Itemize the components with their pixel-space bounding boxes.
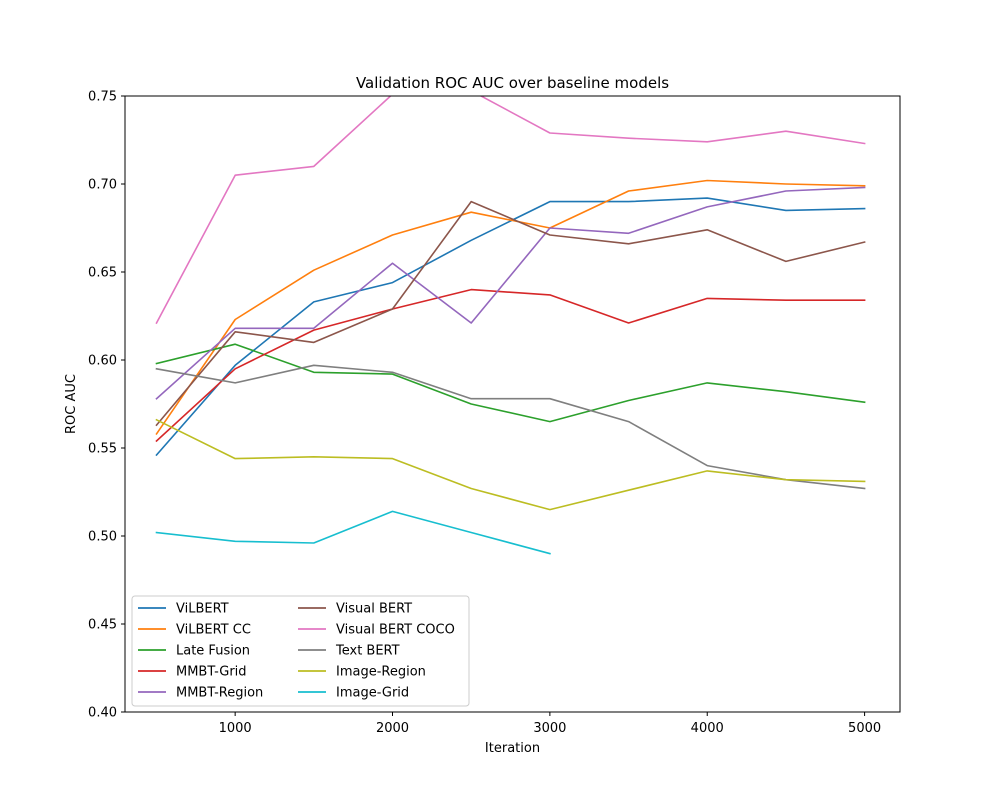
y-tick-label: 0.40 (88, 706, 117, 721)
legend-box (131, 595, 470, 707)
x-tick-label: 3000 (533, 721, 566, 736)
y-tick-label: 0.50 (88, 530, 117, 545)
legend-label: ViLBERT (176, 602, 229, 617)
series-line-image-region (155, 418, 866, 511)
series-line-mmbt-grid (155, 288, 866, 443)
legend-label: MMBT-Region (176, 686, 263, 701)
series-line-vilbert-cc (155, 179, 866, 436)
legend-label: MMBT-Grid (176, 665, 247, 680)
x-tick-label: 1000 (219, 721, 252, 736)
series-line-visual-bert-coco (155, 96, 866, 325)
x-tick-label: 4000 (691, 721, 724, 736)
series-line-text-bert (155, 364, 866, 490)
x-tick-label: 2000 (376, 721, 409, 736)
legend-label: Late Fusion (176, 644, 250, 659)
y-axis: 0.40 0.45 0.50 0.55 0.60 0.65 0.70 0.75 (88, 90, 125, 721)
x-tick-label: 5000 (848, 721, 881, 736)
series-layer (155, 96, 866, 555)
y-tick-label: 0.75 (88, 90, 117, 105)
legend-label: Image-Region (336, 665, 426, 680)
series-line-vilbert (155, 197, 866, 457)
y-tick-label: 0.55 (88, 442, 117, 457)
legend-label: ViLBERT CC (176, 623, 251, 638)
chart-title: Validation ROC AUC over baseline models (356, 74, 669, 92)
y-tick-label: 0.65 (88, 266, 117, 281)
legend: ViLBERT ViLBERT CC Late Fusion MMBT-Grid MMB… (131, 595, 470, 707)
y-tick-label: 0.45 (88, 618, 117, 633)
series-line-visual-bert (155, 200, 866, 427)
y-axis-title: ROC AUC (64, 374, 79, 434)
x-axis-title: Iteration (485, 741, 540, 756)
series-line-late-fusion (155, 343, 866, 423)
series-line-mmbt-region (155, 186, 866, 400)
plot-frame (124, 95, 901, 713)
y-tick-label: 0.70 (88, 178, 117, 193)
series-line-image-grid (155, 510, 551, 555)
x-axis: 1000 2000 3000 4000 5000 (219, 712, 881, 736)
legend-label: Visual BERT (336, 602, 412, 617)
y-tick-label: 0.60 (88, 354, 117, 369)
legend-label: Text BERT (335, 644, 400, 659)
legend-label: Image-Grid (336, 686, 409, 701)
legend-label: Visual BERT COCO (336, 623, 455, 638)
